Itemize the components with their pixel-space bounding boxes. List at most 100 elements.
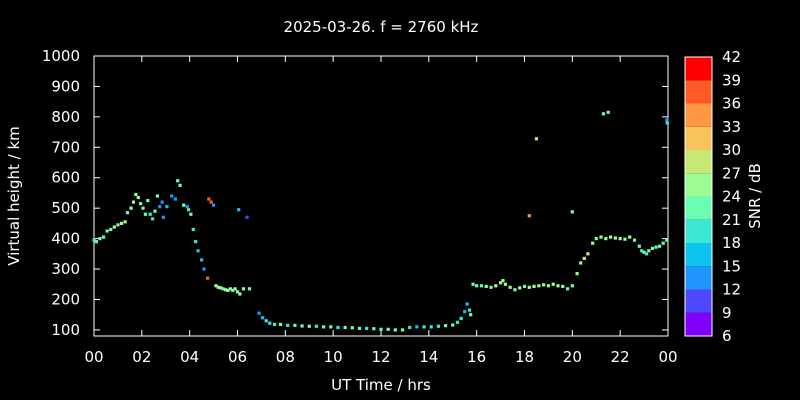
data-point [329,325,333,329]
data-point [665,238,669,242]
data-point [165,205,169,209]
data-point [379,327,383,331]
data-point [257,311,261,315]
data-point [134,192,138,197]
y-tick-label: 900 [51,77,80,95]
data-point [570,284,574,288]
data-point [238,292,242,296]
data-point [186,208,191,212]
data-point [654,245,658,249]
data-point [386,327,390,331]
colorbar-segment [685,312,712,336]
data-point [178,183,182,187]
data-point [665,118,669,122]
data-point [650,246,655,250]
colorbar-tick-label: 6 [722,327,732,345]
snr-colorbar: 6 9 12 15 18 21 24 27 30 33 36 39 42 [684,48,741,345]
data-point [261,316,265,320]
data-point [158,205,162,209]
x-axis: 00 02 04 06 08 10 12 14 16 18 20 22 00 [84,56,678,366]
data-point [422,325,426,329]
data-point [591,241,595,245]
y-tick-label: 200 [51,290,80,308]
data-point [231,288,235,292]
data-point [561,284,565,288]
colorbar-segment [685,150,712,174]
data-point [143,212,148,216]
data-point [322,325,326,329]
data-point [268,321,272,325]
colorbar-segment [685,57,712,81]
colorbar-tick-label: 39 [722,71,741,89]
data-point [160,200,164,204]
data-point [357,326,362,330]
data-point [109,227,113,232]
data-point [170,194,174,198]
y-tick-label: 500 [51,199,80,217]
data-point [501,279,505,283]
x-tick-label: 16 [467,348,486,366]
colorbar-tick-label: 24 [722,188,741,206]
x-tick-label: 14 [419,348,438,366]
data-point [570,210,574,214]
data-point [463,310,467,314]
data-point [546,284,551,288]
data-point [518,286,522,290]
data-point [343,325,347,330]
data-point [451,323,455,327]
data-point [471,282,475,286]
data-point [601,112,606,116]
chart-title: 2025-03-26. f = 2760 kHz [284,18,479,36]
data-point [606,110,610,114]
colorbar-segment [685,126,712,150]
colorbar-segment [685,173,712,197]
data-point [221,287,225,291]
colorbar-segment [685,80,712,104]
data-point [534,137,539,141]
x-tick-label: 12 [371,348,390,366]
data-point [141,206,145,210]
colorbar-segment [685,219,712,243]
colorbar-segment [685,289,712,313]
data-point [613,236,617,240]
data-point [139,202,143,206]
y-tick-label: 100 [51,321,80,339]
data-point [247,287,252,291]
data-point [618,237,622,241]
data-point [223,288,228,292]
data-point [150,217,155,221]
colorbar-tick-label: 27 [722,164,741,182]
data-point [131,200,136,204]
data-point [599,235,603,239]
colorbar-tick-label: 30 [722,141,741,159]
data-point [350,326,354,330]
colorbar-tick-label: 15 [722,257,741,275]
data-point [459,316,463,320]
y-tick-label: 800 [51,108,80,126]
data-point [105,229,109,233]
x-tick-label: 08 [276,348,295,366]
data-point [278,322,283,327]
data-point [214,284,218,288]
data-point [176,179,180,183]
colorbar-segment [685,243,712,267]
data-point [365,326,369,330]
data-point [264,319,268,323]
data-point [455,320,460,324]
data-point [537,284,541,288]
data-point [129,206,133,210]
data-point [579,261,583,265]
y-tick-label: 1000 [42,47,80,65]
data-point [637,244,641,248]
data-point [623,237,627,241]
data-point [196,249,200,253]
colorbar-label: SNR / dB [746,163,764,229]
x-axis-label: UT Time / hrs [331,376,431,394]
data-point [551,282,555,286]
data-point [136,195,140,200]
data-point [94,240,98,244]
y-tick-label: 300 [51,260,80,278]
data-point [582,256,586,260]
data-point [527,285,531,289]
data-point [155,194,159,198]
